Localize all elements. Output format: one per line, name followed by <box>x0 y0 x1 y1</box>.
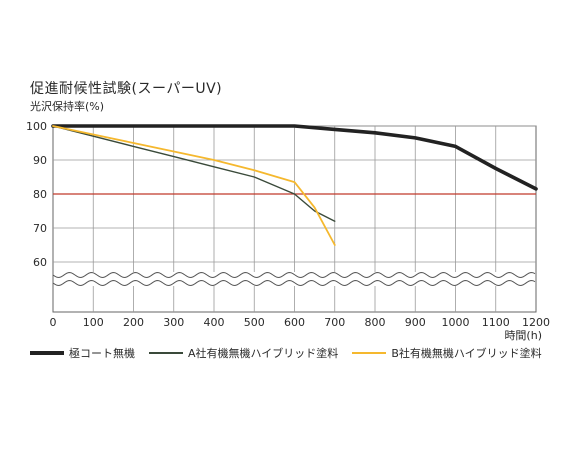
y-tick-label: 70 <box>33 222 47 235</box>
axis-break-wave <box>52 280 536 286</box>
legend-label: 極コート無機 <box>69 347 135 360</box>
series-line <box>52 125 336 222</box>
y-tick-label: 100 <box>26 120 47 133</box>
x-tick-label: 300 <box>163 316 184 329</box>
series-line <box>52 125 336 246</box>
x-tick-label: 900 <box>405 316 426 329</box>
legend-item: 極コート無機 <box>30 345 135 361</box>
y-tick-label: 80 <box>33 188 47 201</box>
x-tick-label: 0 <box>50 316 57 329</box>
legend-label: B社有機無機ハイブリッド塗料 <box>391 347 542 360</box>
series-line <box>51 124 538 191</box>
x-axis-label: 時間(h) <box>504 329 542 342</box>
x-tick-label: 1000 <box>442 316 470 329</box>
legend-swatch <box>149 352 183 354</box>
x-tick-label: 200 <box>123 316 144 329</box>
x-tick-label: 700 <box>324 316 345 329</box>
x-tick-label: 400 <box>204 316 225 329</box>
x-tick-label: 500 <box>244 316 265 329</box>
y-axis-label: 光沢保持率(%) <box>30 100 105 113</box>
y-tick-label: 60 <box>33 256 47 269</box>
legend-item: A社有機無機ハイブリッド塗料 <box>149 345 338 361</box>
legend-swatch <box>30 351 64 355</box>
legend: 極コート無機 A社有機無機ハイブリッド塗料 B社有機無機ハイブリッド塗料 <box>30 345 556 361</box>
chart-title: 促進耐候性試験(スーパーUV) <box>30 81 223 97</box>
y-tick-label: 90 <box>33 154 47 167</box>
x-tick-label: 600 <box>284 316 305 329</box>
x-tick-label: 100 <box>83 316 104 329</box>
axis-break-wave <box>52 272 536 278</box>
legend-label: A社有機無機ハイブリッド塗料 <box>188 347 339 360</box>
x-tick-label: 1100 <box>482 316 510 329</box>
x-tick-label: 1200 <box>522 316 550 329</box>
x-tick-label: 800 <box>365 316 386 329</box>
legend-swatch <box>352 352 387 354</box>
legend-item: B社有機無機ハイブリッド塗料 <box>352 345 542 361</box>
